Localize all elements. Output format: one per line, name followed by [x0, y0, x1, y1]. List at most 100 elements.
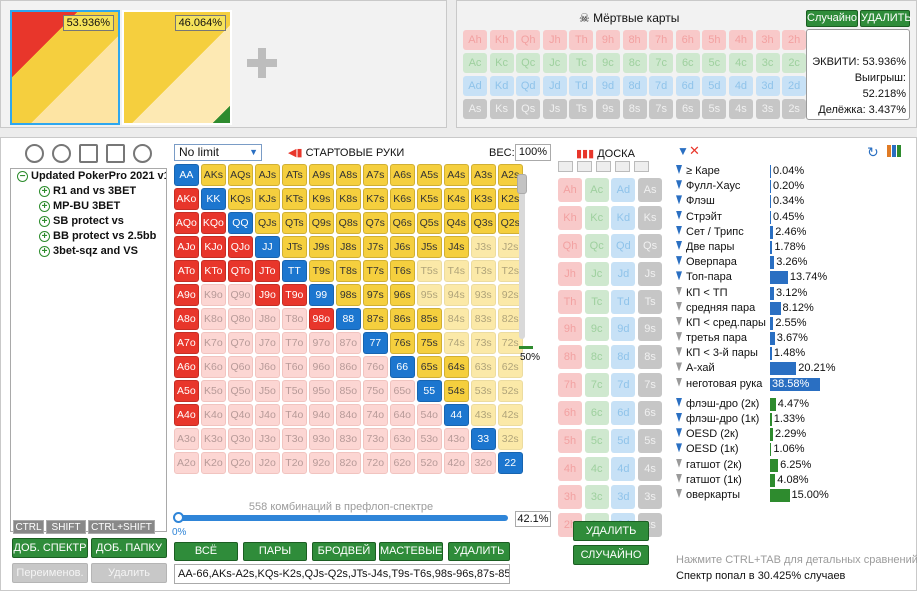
dead-card[interactable]: 2s: [782, 99, 807, 119]
hand-cell[interactable]: JTs: [281, 235, 307, 258]
hand-cell[interactable]: A3o: [174, 427, 199, 450]
hand-cell[interactable]: T4s: [443, 259, 469, 282]
hand-cell[interactable]: T4o: [281, 403, 307, 426]
board-card[interactable]: 7s: [638, 373, 663, 398]
board-card[interactable]: Qh: [558, 233, 582, 258]
hand-cell[interactable]: K7s: [362, 187, 388, 210]
hand-cell[interactable]: 75s: [416, 331, 442, 354]
stat-row[interactable]: А-хай 20.21%: [676, 361, 916, 376]
dead-card[interactable]: 4d: [728, 76, 753, 96]
hand-cell[interactable]: Q5o: [227, 379, 253, 402]
hand-cell[interactable]: A7s: [362, 164, 388, 186]
delete-dead-button[interactable]: УДАЛИТЬ: [860, 10, 912, 27]
hand-cell[interactable]: KTo: [200, 259, 226, 282]
add-range-plus-icon[interactable]: [247, 48, 277, 78]
board-random-button[interactable]: СЛУЧАЙНО: [573, 545, 649, 565]
board-card[interactable]: 7c: [584, 373, 609, 398]
filter-icon[interactable]: [676, 362, 682, 372]
weight-input[interactable]: 100%: [515, 144, 551, 161]
range-text-input[interactable]: AA-66,AKs-A2s,KQs-K2s,QJs-Q2s,JTs-J4s,T9…: [174, 564, 510, 584]
hand-cell[interactable]: K7o: [200, 331, 226, 354]
dead-card[interactable]: Jc: [542, 53, 567, 73]
hand-cell[interactable]: Q4o: [227, 403, 253, 426]
board-card[interactable]: 8c: [584, 345, 609, 370]
hand-cell[interactable]: K2s: [497, 187, 523, 210]
hand-cell[interactable]: A6o: [174, 355, 199, 378]
dead-card[interactable]: Qs: [516, 99, 541, 119]
filter-icon[interactable]: [676, 397, 682, 407]
hand-cell[interactable]: 53o: [416, 427, 442, 450]
filter-icon[interactable]: [79, 144, 98, 163]
filter-icon[interactable]: [676, 240, 682, 250]
board-card[interactable]: Ah: [558, 178, 582, 202]
dead-card[interactable]: Kh: [489, 30, 514, 50]
dead-card[interactable]: 4s: [728, 99, 753, 119]
hand-cell[interactable]: 73s: [470, 331, 496, 354]
hand-cell[interactable]: 94s: [443, 283, 469, 306]
hand-cell[interactable]: A4o: [174, 403, 199, 426]
hand-cell[interactable]: T7o: [281, 331, 307, 354]
dead-card[interactable]: Ah: [463, 30, 487, 50]
dead-card[interactable]: 7s: [649, 99, 674, 119]
hand-cell[interactable]: J9o: [254, 283, 280, 306]
hand-cell[interactable]: J4s: [443, 235, 469, 258]
stat-row[interactable]: гатшот (2к) 6.25%: [676, 458, 916, 473]
hand-cell[interactable]: Q6s: [389, 211, 415, 234]
dead-card[interactable]: 8h: [622, 30, 647, 50]
hand-cell[interactable]: J6s: [389, 235, 415, 258]
hand-cell[interactable]: AJs: [254, 164, 280, 186]
stat-row[interactable]: Сет / Трипс 2.46%: [676, 225, 916, 240]
board-card[interactable]: 7d: [611, 373, 636, 398]
hand-cell[interactable]: 53s: [470, 379, 496, 402]
filter-icon[interactable]: ▼: [677, 144, 689, 158]
range-slider-knob[interactable]: [173, 512, 184, 523]
hand-cell[interactable]: 86o: [335, 355, 361, 378]
dead-card[interactable]: Th: [569, 30, 594, 50]
board-card[interactable]: 6c: [584, 401, 609, 426]
hand-cell[interactable]: 76o: [362, 355, 388, 378]
hand-cell[interactable]: J5o: [254, 379, 280, 402]
dead-card[interactable]: Ts: [569, 99, 594, 119]
hand-cell[interactable]: 96o: [308, 355, 334, 378]
board-card[interactable]: 3s: [638, 484, 663, 509]
board-card[interactable]: Td: [611, 289, 636, 314]
board-card[interactable]: Ad: [611, 178, 636, 202]
tree-item[interactable]: + SB protect vs: [11, 214, 166, 229]
stat-row[interactable]: Флэш 0.34%: [676, 194, 916, 209]
board-card[interactable]: 9s: [638, 317, 663, 342]
hand-cell[interactable]: A3s: [470, 164, 496, 186]
hand-cell[interactable]: T5s: [416, 259, 442, 282]
board-card[interactable]: Jh: [558, 261, 582, 286]
hand-cell[interactable]: 95s: [416, 283, 442, 306]
dead-card[interactable]: 6d: [675, 76, 700, 96]
dead-card[interactable]: 9c: [595, 53, 620, 73]
dead-card[interactable]: 3s: [755, 99, 780, 119]
hand-cell[interactable]: 54o: [416, 403, 442, 426]
hand-cell[interactable]: A5s: [416, 164, 442, 186]
board-card[interactable]: 9c: [584, 317, 609, 342]
hand-cell[interactable]: 66: [389, 355, 415, 378]
board-delete-button[interactable]: УДАЛИТЬ: [573, 521, 649, 541]
board-card[interactable]: 4c: [584, 456, 609, 481]
board-card[interactable]: 5c: [584, 429, 609, 454]
hand-cell[interactable]: 93s: [470, 283, 496, 306]
hand-cell[interactable]: Q7s: [362, 211, 388, 234]
board-card[interactable]: 4d: [611, 456, 636, 481]
filter-icon[interactable]: [676, 301, 682, 311]
hand-cell[interactable]: J2o: [254, 451, 280, 474]
stat-row[interactable]: флэш-дро (1к) 1.33%: [676, 412, 916, 427]
tree-item[interactable]: + MP-BU 3BET: [11, 199, 166, 214]
dead-card[interactable]: Qd: [516, 76, 541, 96]
hand-cell[interactable]: T8s: [335, 259, 361, 282]
clear-filter-icon[interactable]: ✕: [689, 143, 700, 158]
range-slider[interactable]: [173, 512, 508, 523]
stat-row[interactable]: неготовая рука 38.58%: [676, 377, 916, 392]
hand-cell[interactable]: 64o: [389, 403, 415, 426]
collapse-icon[interactable]: −: [17, 170, 28, 182]
range-pct-input[interactable]: 42.1%: [515, 511, 551, 527]
hand-cell[interactable]: 76s: [389, 331, 415, 354]
matrix-button[interactable]: ВСЁ: [174, 542, 238, 561]
board-card[interactable]: Ks: [638, 205, 663, 230]
hand-cell[interactable]: T8o: [281, 307, 307, 330]
dead-card[interactable]: 5d: [702, 76, 727, 96]
